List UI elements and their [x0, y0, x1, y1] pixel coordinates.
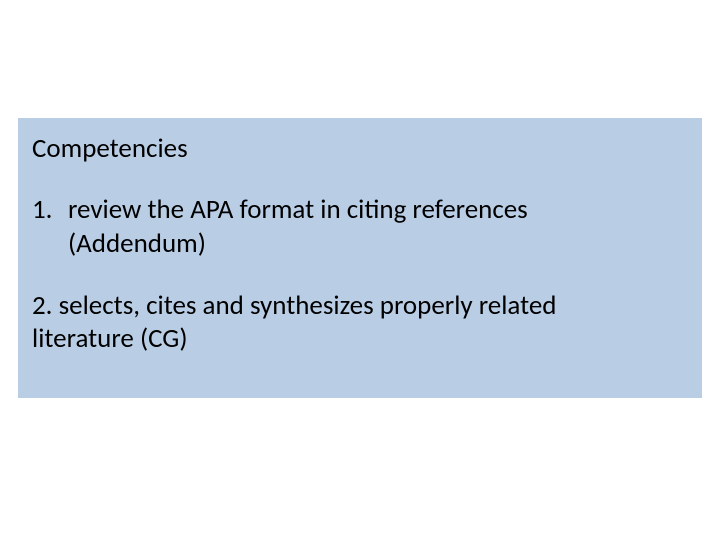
heading: Competencies	[32, 132, 688, 165]
item1-number: 1.	[32, 193, 68, 227]
item1-text-line1: review the APA format in citing referenc…	[68, 193, 528, 226]
list-item-2: 2. selects, cites and synthesizes proper…	[32, 289, 688, 357]
list-item-1: 1.review the APA format in citing refere…	[32, 193, 688, 261]
item1-text-line2: (Addendum)	[32, 227, 688, 261]
item2-line1: 2. selects, cites and synthesizes proper…	[32, 289, 688, 323]
item2-line2: literature (CG)	[32, 322, 688, 356]
content-box: Competencies 1.review the APA format in …	[18, 118, 702, 398]
